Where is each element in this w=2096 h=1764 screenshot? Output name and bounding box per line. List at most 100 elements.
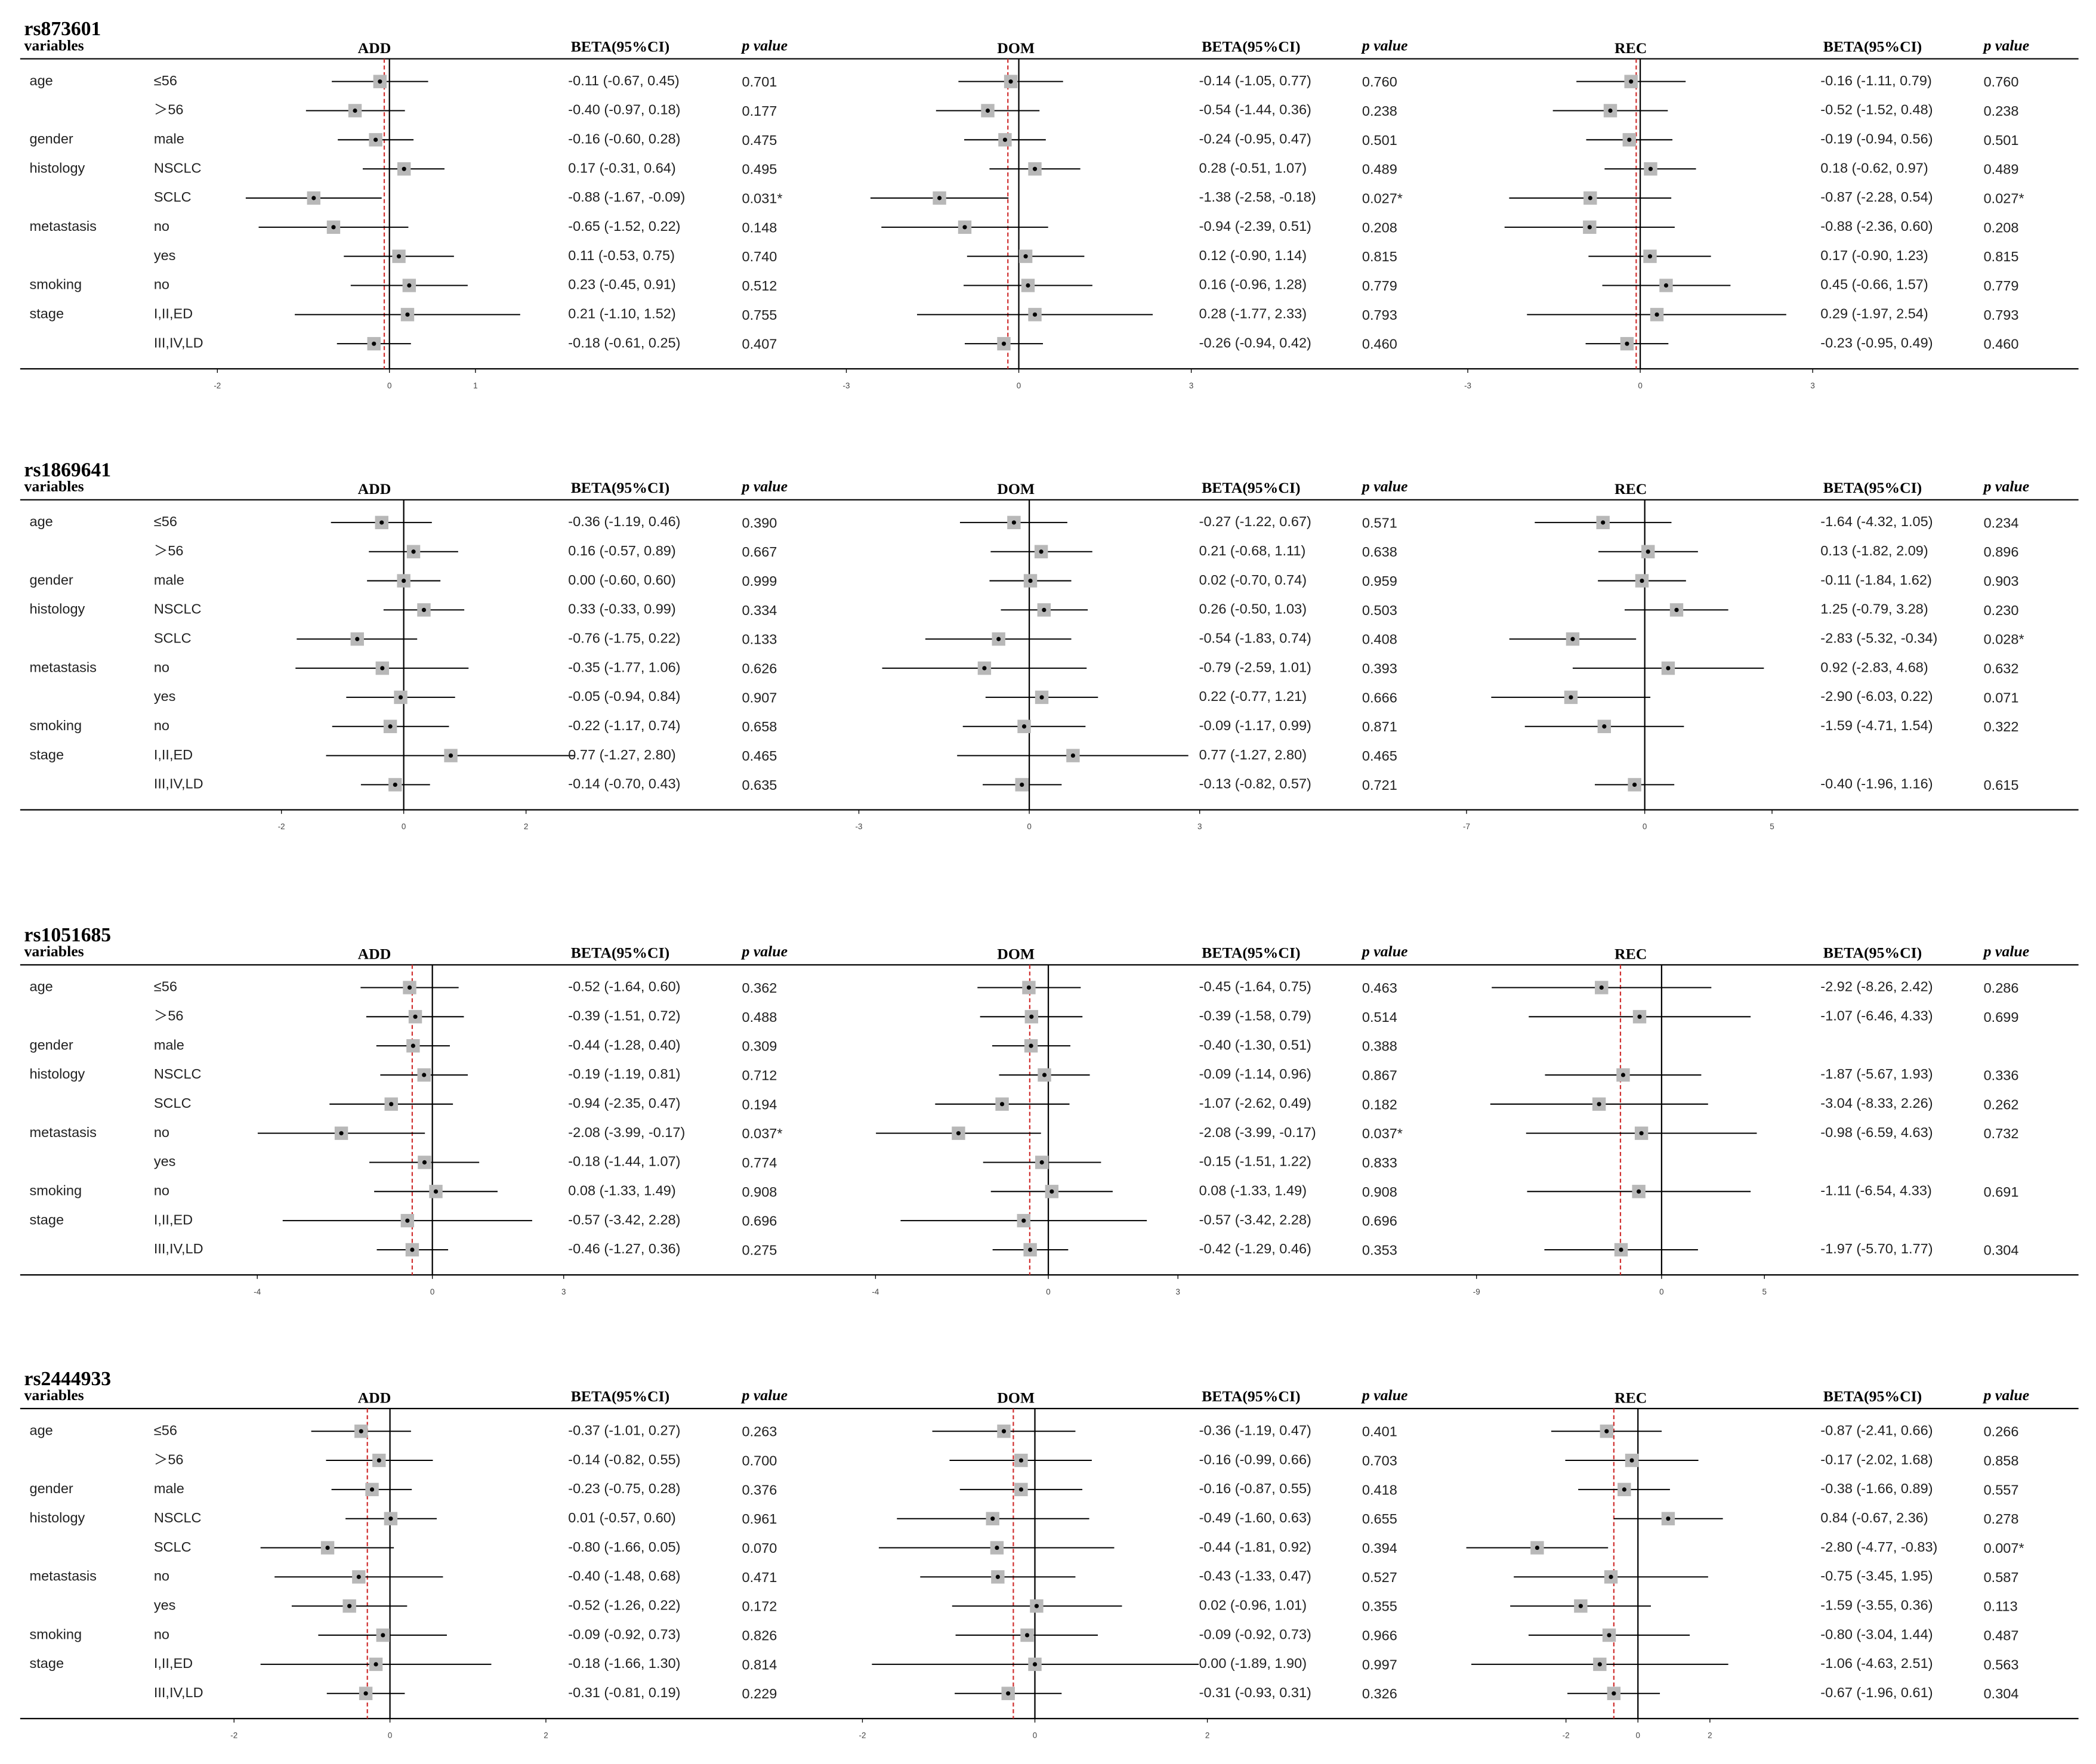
p-value: 0.475 <box>742 132 777 148</box>
estimate-point <box>1032 1662 1038 1667</box>
estimate-point <box>1637 1014 1642 1019</box>
estimate-point <box>995 1574 1000 1579</box>
x-tick-label: -2 <box>230 1731 237 1740</box>
p-value: 0.266 <box>1984 1424 2019 1439</box>
estimate-point <box>1011 520 1016 525</box>
subgroup-label: no <box>154 1124 169 1140</box>
estimate-point <box>407 283 412 288</box>
beta-ci-label: -0.36 (-1.19, 0.46) <box>568 514 680 529</box>
estimate-point <box>1020 782 1024 787</box>
p-value: 0.286 <box>1984 980 2019 996</box>
estimate-point <box>369 1487 375 1492</box>
x-tick-label: -3 <box>856 822 863 831</box>
model-name: DOM <box>997 1389 1035 1406</box>
estimate-point <box>1039 549 1044 554</box>
variable-label: histology <box>30 160 85 175</box>
variable-label: metastasis <box>30 659 97 675</box>
beta-ci-label: -0.80 (-3.04, 1.44) <box>1820 1626 1933 1642</box>
x-tick-label: 2 <box>1205 1731 1209 1740</box>
beta-ci-label: -0.39 (-1.58, 0.79) <box>1199 1008 1311 1024</box>
beta-ci-label: -0.76 (-1.75, 0.22) <box>568 630 680 645</box>
beta-header: BETA(95%CI) <box>1202 38 1300 55</box>
estimate-point <box>402 166 406 171</box>
p-value: 0.465 <box>742 748 777 764</box>
p-value: 0.489 <box>1984 162 2019 177</box>
subgroup-label: I,II,ED <box>154 1655 193 1671</box>
panel-title: rs1869641 <box>24 459 112 481</box>
p-value: 0.262 <box>1984 1096 2019 1112</box>
p-value: 0.959 <box>1362 573 1397 589</box>
estimate-point <box>1588 196 1592 200</box>
p-value: 0.355 <box>1362 1599 1397 1614</box>
beta-ci-label: 0.08 (-1.33, 1.49) <box>1199 1183 1307 1198</box>
p-value: 0.961 <box>742 1511 777 1527</box>
p-value: 0.655 <box>1362 1511 1397 1527</box>
estimate-point <box>396 254 402 259</box>
beta-ci-label: -0.31 (-0.81, 0.19) <box>568 1685 680 1700</box>
subgroup-label: SCLC <box>154 630 192 645</box>
estimate-point <box>996 637 1001 641</box>
p-value: 0.587 <box>1984 1570 2019 1585</box>
beta-header: BETA(95%CI) <box>571 38 669 55</box>
variable-label: smoking <box>30 718 82 733</box>
x-tick-label: 0 <box>402 822 406 831</box>
p-value: 0.353 <box>1362 1242 1397 1258</box>
estimate-point <box>1629 79 1634 84</box>
estimate-point <box>1006 1691 1011 1696</box>
estimate-point <box>1578 1604 1583 1608</box>
beta-ci-label: -0.75 (-3.45, 1.95) <box>1820 1568 1933 1584</box>
estimate-point <box>1026 985 1032 990</box>
beta-ci-label: -0.19 (-1.19, 0.81) <box>568 1066 680 1082</box>
beta-header: BETA(95%CI) <box>571 1388 669 1405</box>
p-value: 0.031* <box>742 190 783 206</box>
subgroup-label: I,II,ED <box>154 747 193 762</box>
p-value: 0.133 <box>742 632 777 647</box>
subgroup-label: III,IV,LD <box>154 335 203 350</box>
estimate-point <box>411 549 416 554</box>
beta-ci-label: -0.54 (-1.44, 0.36) <box>1199 102 1311 118</box>
x-tick-label: 3 <box>1810 381 1814 390</box>
p-value: 0.908 <box>742 1184 777 1200</box>
beta-ci-label: -0.57 (-3.42, 2.28) <box>1199 1212 1311 1227</box>
row-header: variables <box>24 943 84 960</box>
subgroup-label: ≤56 <box>154 73 177 88</box>
p-value: 0.230 <box>1984 603 2019 618</box>
p-value: 0.635 <box>742 777 777 793</box>
estimate-point <box>1647 254 1653 259</box>
p-value: 0.401 <box>1362 1424 1397 1439</box>
p-value: 0.495 <box>742 162 777 177</box>
p-value: 0.488 <box>742 1009 777 1025</box>
variable-label: metastasis <box>30 1124 97 1140</box>
subgroup-label: NSCLC <box>154 1066 202 1082</box>
estimate-point <box>381 1633 385 1638</box>
variable-label: gender <box>30 1037 73 1052</box>
p-value: 0.376 <box>742 1482 777 1497</box>
p-value: 0.336 <box>1984 1067 2019 1083</box>
estimate-point <box>1597 1102 1601 1107</box>
beta-ci-label: -0.16 (-0.87, 0.55) <box>1199 1481 1311 1496</box>
estimate-point <box>311 196 316 200</box>
beta-ci-label: -0.05 (-0.94, 0.84) <box>568 688 680 704</box>
p-value: 0.304 <box>1984 1242 2019 1258</box>
beta-ci-label: -0.18 (-1.66, 1.30) <box>568 1655 680 1671</box>
beta-ci-label: -0.23 (-0.95, 0.49) <box>1820 335 1933 350</box>
p-value: 0.779 <box>1362 278 1397 294</box>
subgroup-label: no <box>154 718 169 733</box>
subgroup-label: no <box>154 277 169 292</box>
subgroup-label: ＞56 <box>154 1008 184 1024</box>
p-value: 0.208 <box>1984 220 2019 235</box>
model-name: ADD <box>358 39 391 57</box>
beta-ci-label: 0.16 (-0.57, 0.89) <box>568 543 675 558</box>
p-value: 0.501 <box>1362 132 1397 148</box>
estimate-point <box>347 1604 352 1608</box>
x-tick-label: -2 <box>1563 1731 1570 1740</box>
p-value: 0.907 <box>742 690 777 705</box>
x-tick-label: 1 <box>473 381 477 390</box>
estimate-point <box>1637 1189 1641 1194</box>
beta-ci-label: -2.83 (-5.32, -0.34) <box>1820 630 1937 645</box>
estimate-point <box>359 1429 363 1434</box>
beta-ci-label: -1.59 (-4.71, 1.54) <box>1820 718 1933 733</box>
estimate-point <box>398 695 403 700</box>
beta-ci-label: -1.07 (-6.46, 4.33) <box>1820 1008 1933 1024</box>
